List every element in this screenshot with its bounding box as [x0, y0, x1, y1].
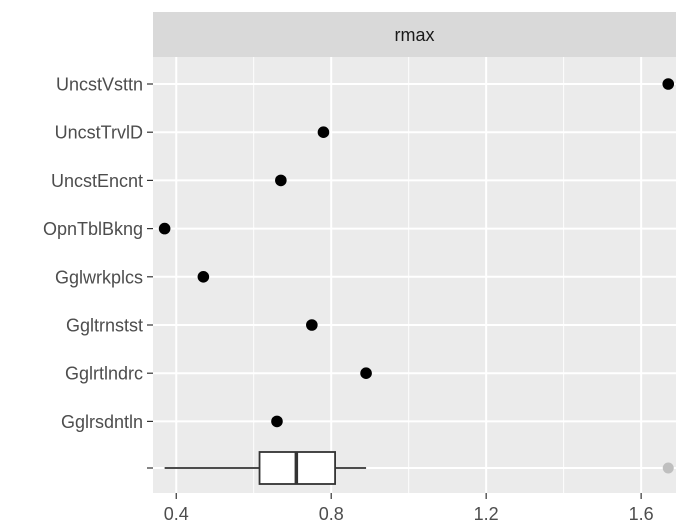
facet-strip: [153, 12, 676, 57]
y-tick-label: UncstVsttn: [56, 75, 143, 95]
data-point: [306, 319, 318, 331]
x-tick-label: 0.8: [319, 504, 344, 524]
x-tick-label: 1.2: [474, 504, 499, 524]
y-tick-label: Gglrsdntln: [61, 412, 143, 432]
y-tick-label: Gglrtlndrc: [65, 364, 143, 384]
data-point: [271, 415, 283, 428]
boxplot: [164, 451, 674, 485]
data-points: [158, 78, 675, 428]
y-tick-label: OpnTblBkng: [43, 219, 143, 239]
data-point: [317, 126, 330, 138]
y-tick-label: Ggltrnstst: [66, 316, 143, 336]
x-tick-label: 1.6: [629, 504, 654, 524]
x-axis: 0.4 0.8 1.2 1.6: [164, 493, 654, 524]
grid-lines: [153, 57, 676, 493]
y-tick-label: Gglwrkplcs: [55, 267, 143, 287]
data-point: [275, 174, 287, 187]
x-tick-label: 0.4: [164, 504, 189, 524]
y-tick-label: UncstEncnt: [51, 171, 143, 191]
y-tick-label: UncstTrvlD: [55, 123, 143, 143]
data-point: [158, 222, 171, 235]
data-point: [197, 271, 210, 283]
y-axis: UncstVsttn UncstTrvlD UncstEncnt OpnTblBkng…: [43, 75, 153, 469]
outlier-point: [662, 462, 674, 474]
plot-panel: [153, 57, 676, 493]
data-point: [360, 367, 372, 380]
facet-strip-label: rmax: [395, 25, 435, 45]
data-point: [662, 78, 675, 90]
